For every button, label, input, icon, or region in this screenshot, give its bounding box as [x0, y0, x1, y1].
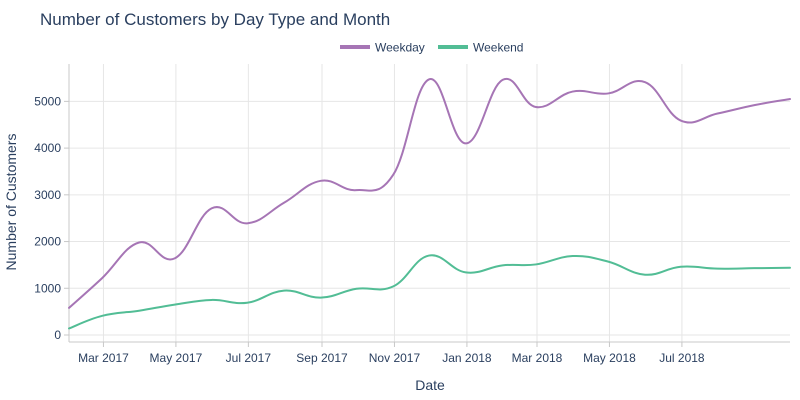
x-tick-label: Mar 2018: [512, 351, 563, 365]
y-tick-label: 3000: [34, 188, 61, 202]
x-tick-label: May 2017: [150, 351, 203, 365]
series-line-weekday: [68, 77, 791, 309]
y-tick-label: 2000: [34, 235, 61, 249]
x-tick-label: Mar 2017: [78, 351, 129, 365]
legend-label-weekday[interactable]: Weekday: [375, 41, 425, 55]
x-tick-label: May 2018: [583, 351, 636, 365]
x-tick-label: Jul 2018: [659, 351, 705, 365]
series-line-weekend: [68, 254, 791, 330]
x-tick-label: Sep 2017: [296, 351, 348, 365]
y-tick-label: 0: [54, 328, 61, 342]
y-axis-title: Number of Customers: [3, 134, 19, 271]
y-tick-label: 1000: [34, 281, 61, 295]
x-tick-label: Nov 2017: [369, 351, 421, 365]
x-tick-label: Jan 2018: [442, 351, 492, 365]
y-tick-label: 5000: [34, 94, 61, 108]
x-tick-label: Jul 2017: [226, 351, 272, 365]
y-tick-label: 4000: [34, 141, 61, 155]
x-axis-title: Date: [415, 377, 445, 393]
legend-label-weekend[interactable]: Weekend: [473, 41, 523, 55]
chart-title: Number of Customers by Day Type and Mont…: [40, 10, 390, 29]
